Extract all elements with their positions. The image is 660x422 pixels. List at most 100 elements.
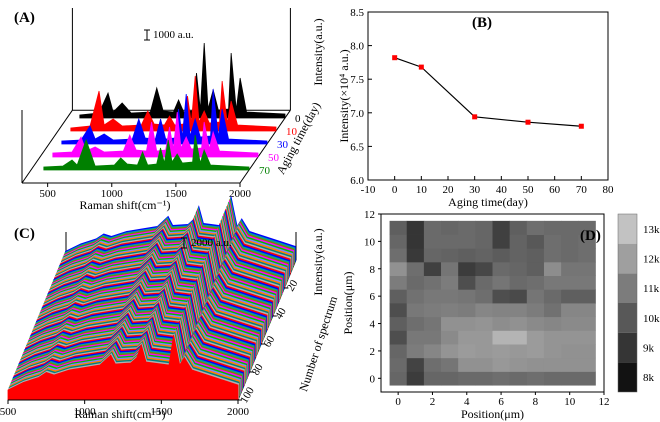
heatmap-cell (475, 289, 493, 304)
y-tick-label: 8.0 (350, 41, 364, 53)
heatmap-cell (578, 316, 596, 331)
y-axis-label: Position(μm) (341, 271, 355, 334)
heatmap-cell (441, 220, 459, 235)
heatmap-cell (492, 248, 511, 263)
heatmap-cell (509, 289, 528, 304)
heatmap-cell (526, 357, 545, 372)
heatmap-cell (406, 303, 425, 318)
heatmap-cell (561, 330, 579, 345)
heatmap-cell (458, 234, 476, 249)
plot-frame (367, 11, 609, 181)
heatmap-cell (492, 344, 511, 359)
colorbar-tick-label: 13k (643, 224, 660, 236)
colorbar-block (618, 362, 637, 392)
heatmap-cell (475, 371, 493, 386)
heatmap-cell (509, 261, 528, 277)
heatmap-cell (423, 275, 442, 290)
heatmap-cell (543, 357, 562, 372)
heatmap-cell (423, 330, 442, 345)
heatmap-cell (458, 220, 476, 235)
heatmap-cell (578, 289, 596, 304)
colorbar-block (618, 332, 637, 363)
depth-tick-label: 0 (295, 113, 301, 125)
y-tick-label: 12 (364, 209, 375, 221)
heatmap-cell (441, 261, 459, 277)
heatmap-cell (406, 275, 425, 290)
heatmap-cell (561, 344, 579, 359)
depth-tick-label: 50 (268, 152, 280, 164)
heatmap-cell (526, 316, 545, 331)
x-tick-label: 2000 (229, 188, 252, 200)
x-axis-label: Raman shift(cm⁻¹) (75, 407, 166, 421)
heatmap-cell (458, 261, 476, 277)
heatmap-cell (543, 330, 562, 345)
colorbar-tick-label: 8k (643, 372, 655, 384)
heatmap-cell (458, 316, 476, 331)
x-tick-label: 10 (564, 396, 576, 408)
marker (525, 119, 531, 125)
scale-bar-label: 1000 a.u. (153, 29, 194, 41)
z-axis-label: Number of spectrum (296, 294, 340, 393)
heatmap-cell (492, 357, 511, 372)
heatmap-cell (441, 275, 459, 290)
heatmap-cell (578, 371, 596, 386)
y-tick-label: 7.0 (350, 108, 364, 120)
heatmap-cell (423, 303, 442, 318)
colorbar-block (618, 214, 637, 244)
heatmap-cell (509, 248, 528, 263)
heatmap-cell (389, 371, 408, 386)
colorbar-block (618, 273, 637, 303)
heatmap-cell (406, 234, 425, 249)
heatmap-cell (561, 357, 579, 372)
heatmap-cell (406, 371, 425, 386)
heatmap-cell (578, 330, 596, 345)
heatmap-cell (526, 303, 545, 318)
heatmap-cell (441, 344, 459, 359)
heatmap-cell (475, 234, 493, 249)
x-tick-label: 1500 (165, 188, 188, 200)
heatmap-cell (406, 220, 425, 235)
x-tick-label: 0 (395, 396, 401, 408)
heatmap-cell (475, 220, 493, 235)
x-tick-label: 60 (549, 184, 561, 196)
heatmap-cell (458, 303, 476, 318)
heatmap-cell (578, 275, 596, 290)
heatmap-cell (543, 275, 562, 290)
heatmap-cell (475, 248, 493, 263)
heatmap-cell (492, 234, 511, 249)
heatmap-cell (578, 303, 596, 318)
axis-line (21, 109, 73, 184)
heatmap-cell (492, 289, 511, 304)
heatmap-cell (475, 261, 493, 277)
x-tick-label: 20 (443, 184, 455, 196)
heatmap-cell (561, 261, 579, 277)
heatmap-cell (578, 357, 596, 372)
heatmap-cell (406, 316, 425, 331)
heatmap-cell (561, 220, 579, 235)
y-tick-label: 6.0 (350, 175, 364, 187)
x-tick-label: 10 (416, 184, 428, 196)
panel-title: (A) (14, 10, 35, 26)
heatmap-cell (441, 330, 459, 345)
panel-title: (C) (14, 226, 35, 242)
x-tick-label: 50 (523, 184, 535, 196)
heatmap-cell (458, 371, 476, 386)
heatmap-cell (458, 275, 476, 290)
panel-title: (D) (580, 228, 601, 244)
colorbar-tick-label: 12k (643, 254, 660, 266)
heatmap-cell (492, 261, 511, 277)
heatmap-cell (458, 357, 476, 372)
heatmap-cell (423, 357, 442, 372)
heatmap-cell (389, 330, 408, 345)
heatmap-cell (389, 275, 408, 290)
heatmap-cell (578, 248, 596, 263)
x-tick-label: 40 (496, 184, 508, 196)
x-tick-label: 4 (464, 396, 470, 408)
heatmap-cell (423, 261, 442, 277)
panel-title: (B) (472, 15, 492, 31)
heatmap-cell (389, 289, 408, 304)
y-tick-label: 8 (370, 264, 376, 276)
marker (418, 64, 424, 70)
heatmap-cell (561, 316, 579, 331)
